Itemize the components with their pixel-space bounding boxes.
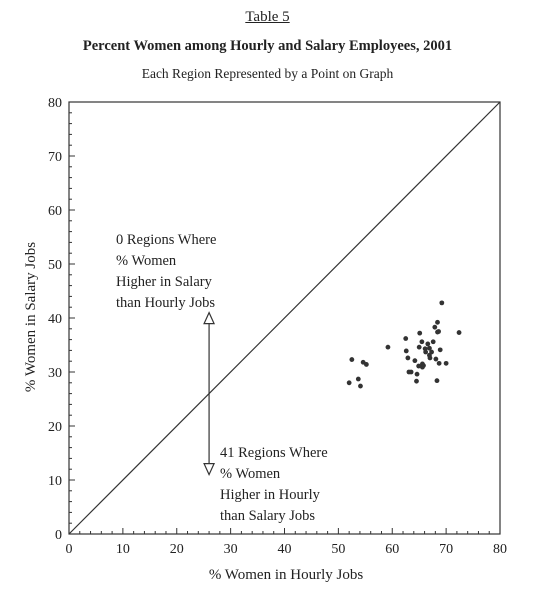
y-tick-label: 30 [48,366,62,381]
data-point [346,380,352,386]
y-tick-label: 70 [48,150,62,165]
data-point [420,364,425,370]
data-point [385,344,391,350]
data-point [433,356,439,362]
annotation-lower-line: % Women [220,466,281,482]
annotation-upper-line: Higher in Salary [116,274,212,290]
data-point [414,378,419,384]
annotation-upper-line: % Women [116,253,177,269]
data-point [429,349,434,355]
data-point [436,329,441,334]
data-point [436,360,442,366]
data-point [434,378,440,384]
arrow-head-down [203,463,216,477]
x-axis-title: % Women in Hourly Jobs [209,567,364,583]
data-point [417,330,423,336]
table-label: Table 5 [245,9,290,25]
y-tick-label: 40 [48,312,62,327]
arrow-head-up [203,311,216,325]
data-point [414,371,420,377]
data-point [358,383,363,389]
x-tick-label: 40 [278,542,292,557]
x-tick-label: 10 [116,542,130,557]
data-point [423,349,429,355]
data-points [346,300,462,389]
data-point [432,324,438,330]
data-point [443,360,449,366]
x-tick-label: 60 [385,542,399,557]
data-point [412,358,418,364]
data-point [437,347,443,353]
data-point [430,339,436,345]
data-point [416,363,422,369]
data-point [355,376,361,382]
data-point [425,341,431,347]
y-axis-title: % Women in Salary Jobs [23,242,39,392]
annotation-upper-line: 0 Regions Where [116,232,217,248]
double-arrow [203,311,216,477]
annotation-lower-line: Higher in Hourly [220,487,320,503]
data-point [456,330,462,335]
x-tick-label: 20 [170,542,184,557]
axes [68,101,501,535]
annotation-lower-line: 41 Regions Where [220,445,328,461]
data-point [439,300,445,306]
annotation-upper: 0 Regions Where % Women Higher in Salary… [116,230,216,314]
annotation-lower-line: than Salary Jobs [220,508,316,524]
x-tick-label: 50 [331,542,345,557]
data-point [427,345,432,351]
y-tick-label: 80 [48,96,62,111]
data-point [349,357,355,362]
y-tick-label: 10 [48,474,62,489]
data-point [403,348,409,354]
data-point [405,355,411,361]
reference-diagonal [68,101,501,535]
annotation-lower: 41 Regions Where % Women Higher in Hourl… [220,443,328,527]
data-point [435,319,440,325]
tick-labels: 0 10 20 30 40 50 60 70 80 0 10 20 30 40 50 60 70 80 [48,96,507,557]
x-tick-label: 70 [439,542,453,557]
chart-subtitle: Each Region Represented by a Point on Gr… [141,66,394,81]
x-tick-label: 0 [66,542,73,557]
y-tick-label: 50 [48,258,62,273]
annotation-upper-line: than Hourly Jobs [116,295,216,311]
data-point [427,355,433,361]
data-point [363,362,369,367]
diagonal-line [68,101,501,535]
chart-title: Percent Women among Hourly and Salary Em… [82,38,453,54]
data-point [403,336,409,341]
y-tick-label: 60 [48,204,62,219]
x-tick-label: 80 [493,542,507,557]
data-point [419,339,425,345]
data-point [416,344,422,350]
data-point [408,369,414,375]
x-tick-label: 30 [224,542,238,557]
y-tick-label: 20 [48,420,62,435]
y-tick-label: 0 [55,528,62,543]
